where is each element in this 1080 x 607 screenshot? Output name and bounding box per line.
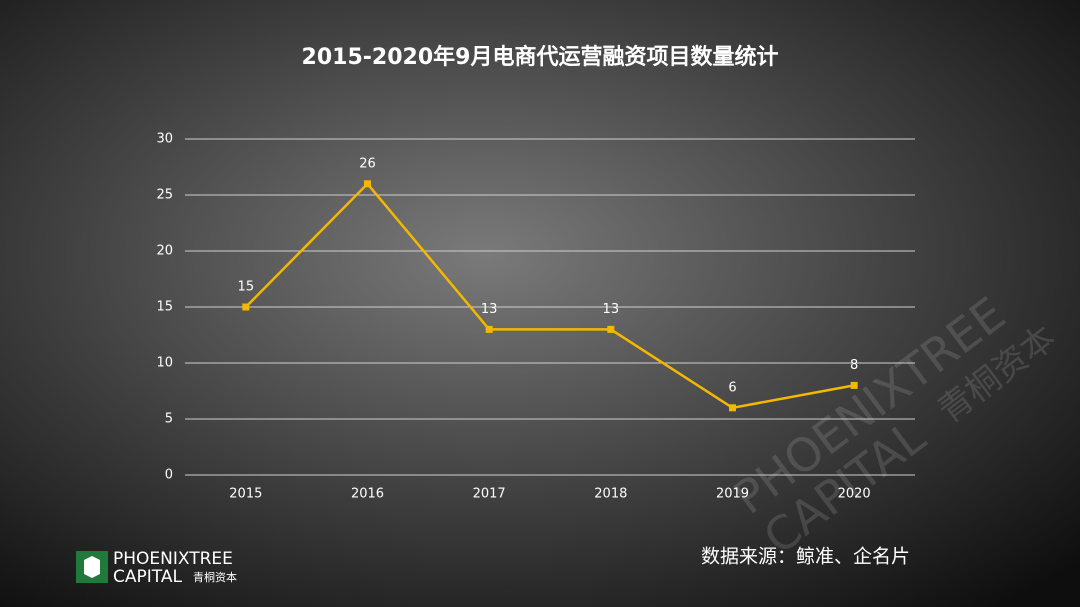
- point: [729, 404, 736, 412]
- logo: PHOENIXTREE CAPITAL 青桐资本: [76, 549, 237, 587]
- logo-name: PHOENIXTREE: [113, 549, 233, 569]
- y-tick-label: 20: [156, 244, 173, 259]
- x-tick-label: 2016: [351, 487, 384, 502]
- data-label: 6: [728, 380, 736, 395]
- chart-title: 2015-2020年9月电商代运营融资项目数量统计: [302, 44, 779, 70]
- data-label: 13: [481, 302, 498, 317]
- x-tick-label: 2018: [594, 487, 627, 502]
- y-tick-label: 10: [156, 356, 173, 371]
- source-note: 数据来源：鲸准、企名片: [701, 546, 910, 568]
- x-tick-label: 2015: [229, 487, 262, 502]
- y-tick-label: 5: [165, 412, 173, 427]
- logo-glyph: [84, 556, 100, 578]
- x-tick-label: 2020: [838, 487, 871, 502]
- point: [364, 180, 371, 188]
- y-tick-label: 30: [156, 132, 173, 147]
- data-label: 13: [603, 302, 620, 317]
- logo-sub: CAPITAL: [113, 567, 182, 587]
- point: [485, 325, 493, 333]
- data-label: 15: [238, 280, 255, 295]
- line: [244, 181, 855, 410]
- x-tick-label: 2017: [473, 487, 506, 502]
- point: [242, 303, 250, 311]
- y-tick-label: 25: [156, 188, 173, 203]
- y-tick-label: 0: [165, 468, 173, 483]
- x-tick-label: 2019: [716, 487, 749, 502]
- data-label: 26: [359, 156, 376, 171]
- point: [607, 325, 615, 333]
- point: [850, 381, 858, 389]
- logo-cn: 青桐资本: [193, 570, 237, 584]
- y-tick-label: 15: [156, 300, 173, 315]
- data-label: 8: [850, 358, 858, 373]
